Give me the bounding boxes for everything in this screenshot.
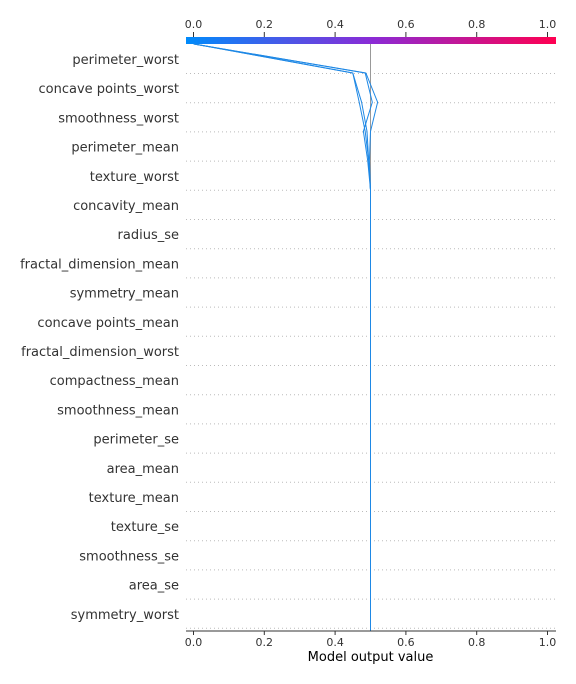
decision-line: [193, 43, 373, 631]
x-tick-label: 1.0: [539, 636, 557, 649]
top-tick-label: 0.0: [185, 18, 203, 31]
top-tick-label: 1.0: [539, 18, 557, 31]
feature-label: texture_mean: [89, 491, 179, 506]
top-tick-label: 0.4: [326, 18, 344, 31]
top-tick-label: 0.8: [468, 18, 486, 31]
feature-label: perimeter_se: [93, 433, 179, 448]
feature-label: fractal_dimension_worst: [21, 345, 179, 360]
feature-label: concavity_mean: [73, 199, 179, 214]
x-tick-label: 0.2: [256, 636, 274, 649]
top-tick-label: 0.2: [256, 18, 274, 31]
feature-label: concave points_worst: [38, 82, 179, 97]
x-tick-label: 0.8: [468, 636, 486, 649]
top-axis: 0.0 0.2 0.4 0.6 0.8 1.0: [185, 18, 557, 37]
x-axis: 0.0 0.2 0.4 0.6 0.8 1.0: [185, 630, 557, 649]
feature-label: smoothness_se: [79, 549, 179, 564]
x-tick-label: 0.0: [185, 636, 203, 649]
feature-label: radius_se: [118, 228, 179, 243]
feature-label: smoothness_mean: [57, 403, 179, 418]
x-tick-label: 0.6: [397, 636, 415, 649]
feature-label: perimeter_worst: [72, 53, 179, 68]
x-tick-label: 0.4: [326, 636, 344, 649]
decision-line: [193, 43, 379, 631]
feature-label: concave points_mean: [37, 316, 179, 331]
feature-label: fractal_dimension_mean: [20, 257, 179, 272]
feature-label: compactness_mean: [50, 374, 179, 389]
x-axis-label: Model output value: [308, 650, 434, 665]
colorbar: [186, 37, 556, 44]
feature-label: smoothness_worst: [58, 111, 179, 126]
decision-lines: [193, 43, 379, 631]
feature-label: perimeter_mean: [71, 141, 179, 156]
feature-label: texture_worst: [90, 170, 179, 185]
feature-label: area_se: [129, 579, 179, 594]
feature-label: symmetry_mean: [70, 287, 179, 302]
feature-label: area_mean: [107, 462, 179, 477]
feature-label: symmetry_worst: [71, 608, 179, 623]
top-tick-label: 0.6: [397, 18, 415, 31]
feature-label: texture_se: [111, 520, 179, 535]
